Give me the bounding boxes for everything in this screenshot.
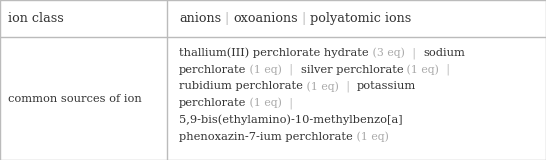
Text: oxoanions: oxoanions	[234, 12, 298, 25]
Text: |: |	[282, 97, 293, 109]
Text: |: |	[339, 81, 357, 92]
Text: silver perchlorate: silver perchlorate	[301, 65, 403, 75]
Text: polyatomic ions: polyatomic ions	[310, 12, 412, 25]
Text: |: |	[405, 47, 423, 59]
Text: perchlorate: perchlorate	[179, 98, 246, 108]
Text: sodium: sodium	[423, 48, 465, 58]
Text: common sources of ion: common sources of ion	[8, 94, 142, 104]
Text: (1 eq): (1 eq)	[303, 81, 339, 92]
Text: anions: anions	[179, 12, 221, 25]
Text: (1 eq): (1 eq)	[403, 64, 439, 75]
Text: (3 eq): (3 eq)	[369, 48, 405, 58]
Text: perchlorate: perchlorate	[179, 65, 246, 75]
Text: (1 eq): (1 eq)	[246, 98, 282, 108]
Text: (1 eq): (1 eq)	[353, 132, 389, 142]
Text: ion class: ion class	[8, 12, 64, 25]
Text: |: |	[439, 64, 450, 75]
Text: |: |	[282, 64, 301, 75]
Text: 5,9-bis(ethylamino)-10-methylbenzo[a]: 5,9-bis(ethylamino)-10-methylbenzo[a]	[179, 115, 403, 125]
Text: rubidium perchlorate: rubidium perchlorate	[179, 81, 303, 91]
Text: phenoxazin-7-ium perchlorate: phenoxazin-7-ium perchlorate	[179, 132, 353, 142]
Text: |: |	[298, 12, 310, 25]
Text: (1 eq): (1 eq)	[246, 64, 282, 75]
Text: |: |	[221, 12, 234, 25]
Text: thallium(III) perchlorate hydrate: thallium(III) perchlorate hydrate	[179, 48, 369, 58]
Text: potassium: potassium	[357, 81, 417, 91]
